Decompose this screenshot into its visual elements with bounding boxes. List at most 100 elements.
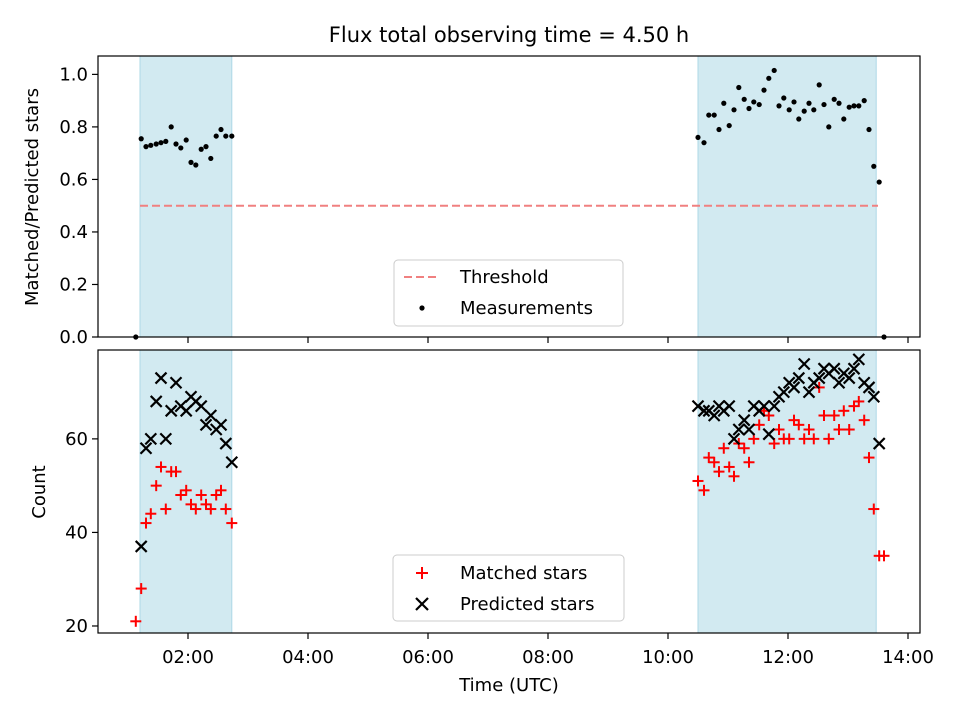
predicted-star-point-5 — [159, 432, 173, 446]
predicted-x-b — [139, 441, 153, 455]
measurement-point-12 — [193, 162, 199, 168]
legend-threshold-label: Threshold — [459, 267, 549, 288]
predicted-star-point-29 — [742, 423, 756, 436]
measurement-point-25 — [721, 100, 727, 106]
predicted-x-b — [722, 399, 736, 413]
matched-star-point-30 — [743, 456, 755, 468]
bottom-x-tick-label-4: 10:00 — [642, 647, 694, 668]
legend-matched-label: Matched stars — [460, 563, 587, 584]
predicted-x-b — [827, 362, 841, 375]
matched-star-point-6 — [160, 503, 172, 515]
measurement-point-45 — [821, 101, 827, 108]
predicted-star-point-18 — [225, 455, 239, 469]
bottom-y-tick-label-0: 20 — [65, 616, 88, 637]
predicted-x-b — [697, 404, 711, 418]
matched-star-point-1 — [135, 583, 147, 595]
top-y-tick-label-5: 1.0 — [59, 64, 88, 85]
top-y-ticks: 0.0 0.2 0.4 0.6 0.8 1.0 — [59, 64, 98, 348]
measurement-point-54 — [866, 126, 872, 133]
predicted-star-point-50 — [847, 362, 861, 375]
predicted-star-point-41 — [802, 385, 816, 399]
predicted-star-point-16 — [214, 418, 228, 432]
bottom-x-tick-label-0: 02:00 — [162, 647, 214, 668]
bottom-axes-frame — [97, 349, 921, 634]
predicted-star-point-54 — [867, 390, 881, 404]
matched-star-point-54 — [863, 452, 875, 464]
predicted-x-b — [757, 399, 771, 413]
matched-star-point-22 — [703, 452, 715, 464]
matched-star-point-42 — [803, 424, 815, 436]
legend-measurements-label: Measurements — [460, 298, 593, 319]
matched-star-point-57 — [878, 550, 890, 562]
measurement-point-23 — [711, 112, 717, 118]
legend-predicted-swatch — [415, 597, 429, 611]
measurement-point-6 — [163, 138, 169, 144]
predicted-star-point-13 — [199, 418, 213, 432]
measurement-point-56 — [876, 179, 882, 185]
predicted-star-point-12 — [194, 399, 208, 413]
measurement-point-29 — [741, 96, 747, 102]
measurement-point-32 — [756, 101, 762, 108]
matched-star-point-40 — [793, 419, 805, 431]
matched-star-point-41 — [798, 433, 810, 445]
bottom-legend: Matched stars Predicted stars — [392, 554, 625, 622]
predicted-x-b — [862, 381, 876, 394]
matched-star-point-21 — [698, 484, 710, 496]
matched-star-point-38 — [783, 433, 795, 445]
predicted-star-point-14 — [204, 409, 218, 422]
predicted-star-point-7 — [169, 376, 183, 390]
predicted-star-point-1 — [139, 441, 153, 455]
matched-star-point-2 — [140, 517, 152, 529]
matched-star-point-32 — [753, 419, 765, 431]
measurement-point-55 — [871, 163, 877, 169]
matched-star-point-13 — [195, 489, 207, 501]
predicted-x-b — [787, 381, 801, 394]
predicted-star-point-33 — [762, 427, 776, 441]
predicted-x-b — [219, 437, 233, 450]
predicted-x-b — [179, 404, 193, 418]
matched-star-point-26 — [723, 461, 735, 473]
predicted-star-point-53 — [862, 381, 876, 394]
bottom-legend-box — [392, 554, 625, 622]
matched-star-point-9 — [175, 489, 187, 501]
bottom-y-ticks: 20 40 60 — [65, 429, 98, 637]
bottom-y-tick-label-2: 60 — [65, 429, 88, 450]
predicted-x-b — [134, 540, 148, 553]
bottom-shaded-intervals — [139, 349, 877, 634]
measurement-point-34 — [766, 75, 772, 81]
matched-star-point-14 — [200, 498, 212, 510]
bottom-panel-counts: 20 40 60 02:00 04:00 06:00 08:00 10:00 12:00 14:… — [29, 349, 934, 696]
matched-star-point-36 — [773, 424, 785, 436]
predicted-x-b — [762, 427, 776, 441]
predicted-x-b — [792, 371, 806, 385]
bottom-x-ticks: 02:00 04:00 06:00 08:00 10:00 12:00 14:00 — [162, 633, 934, 668]
matched-star-point-25 — [718, 442, 730, 454]
measurement-point-3 — [148, 142, 154, 148]
top-y-tick-label-1: 0.2 — [59, 274, 88, 295]
predicted-star-point-27 — [732, 423, 746, 436]
predicted-star-point-51 — [852, 353, 866, 366]
predicted-star-point-32 — [757, 399, 771, 413]
top-legend: Threshold Measurements — [393, 259, 624, 327]
measurement-point-21 — [701, 140, 707, 146]
measurement-point-15 — [208, 155, 214, 162]
predicted-star-point-6 — [164, 404, 178, 418]
matched-star-point-29 — [738, 442, 750, 454]
top-axes-frame — [97, 55, 921, 338]
measurement-point-11 — [188, 159, 194, 165]
matched-star-point-19 — [226, 517, 238, 529]
predicted-star-point-43 — [812, 371, 826, 385]
matched-star-point-52 — [853, 395, 865, 407]
measurement-point-52 — [856, 103, 862, 109]
measurement-point-31 — [751, 99, 757, 105]
measurement-point-2 — [143, 144, 149, 150]
matched-star-point-27 — [728, 470, 740, 482]
predicted-x-b — [149, 395, 163, 408]
predicted-x-b — [852, 353, 866, 366]
measurement-point-16 — [213, 133, 219, 139]
predicted-x-b — [737, 413, 751, 427]
measurement-point-33 — [761, 87, 767, 93]
measurement-point-24 — [716, 126, 722, 133]
measurement-point-46 — [826, 124, 832, 130]
matched-star-point-35 — [768, 438, 780, 450]
